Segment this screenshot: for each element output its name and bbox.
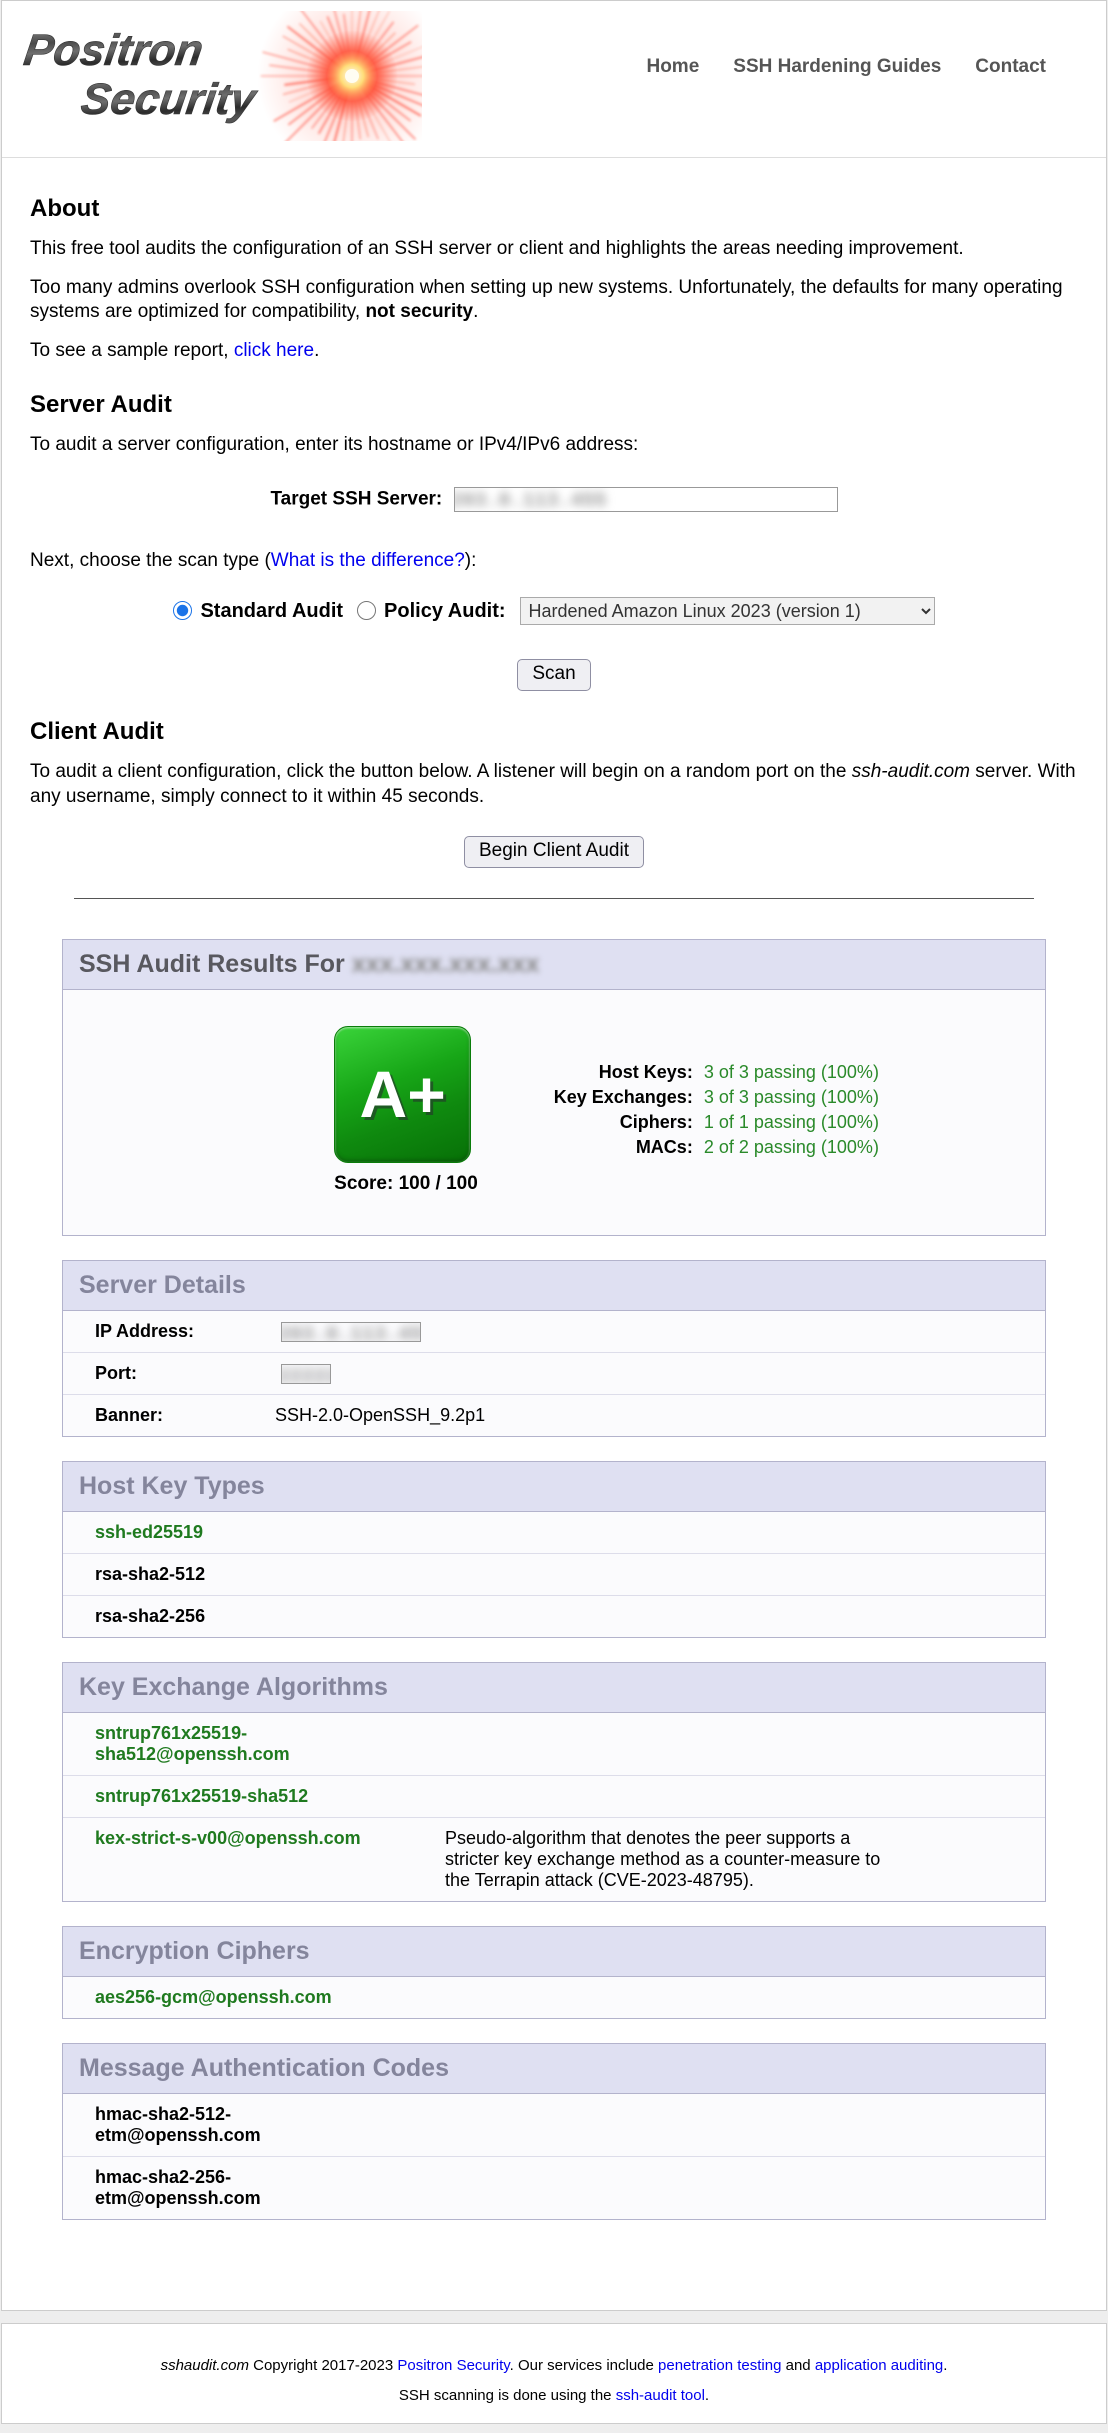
svg-text:Security: Security: [78, 75, 261, 124]
svg-text:Positron: Positron: [22, 26, 206, 75]
